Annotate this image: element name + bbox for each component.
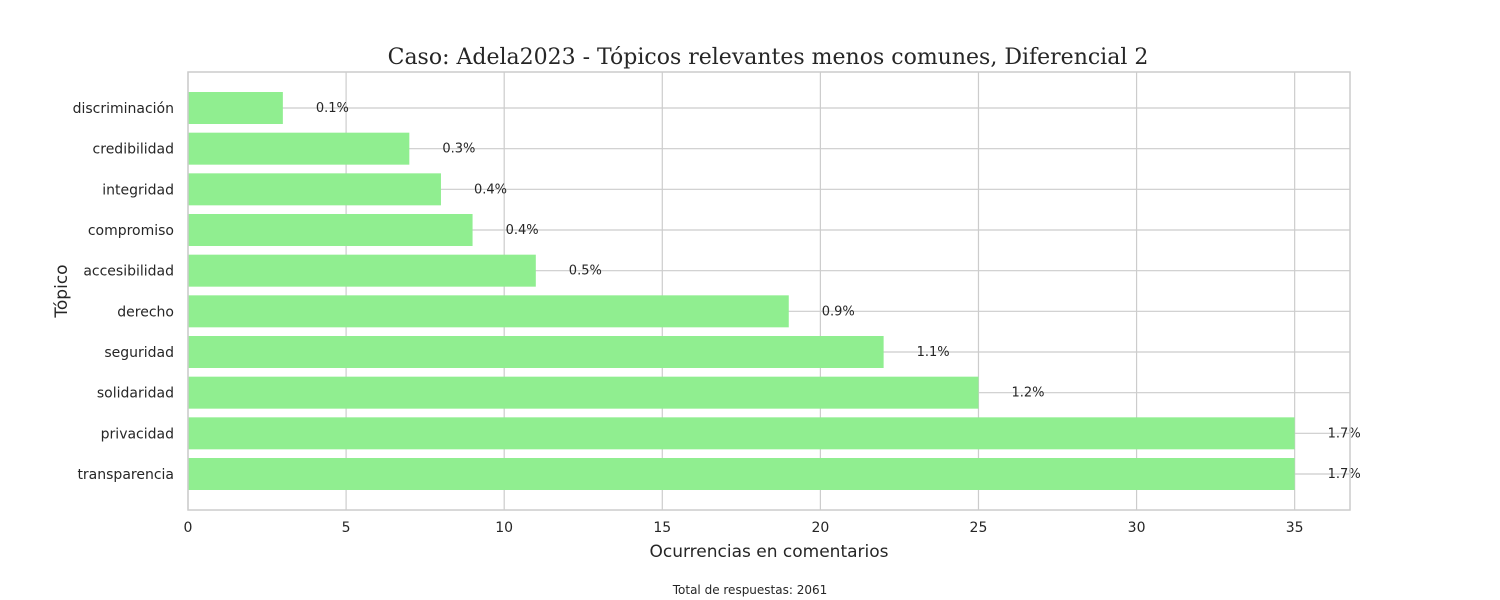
data-label: 0.5% xyxy=(569,264,602,279)
data-label: 1.1% xyxy=(917,345,950,360)
data-label: 1.7% xyxy=(1328,467,1361,482)
y-tick-labels: discriminación credibilidad integridad comp… xyxy=(73,101,174,483)
x-axis-label: Ocurrencias en comentarios xyxy=(649,542,888,562)
y-tick-label: compromiso xyxy=(88,223,174,239)
bar-solidaridad xyxy=(188,376,979,409)
bars xyxy=(188,92,1295,490)
x-tick-label: 15 xyxy=(653,520,671,536)
bar-discriminación xyxy=(188,92,283,124)
y-tick-label: transparencia xyxy=(77,467,174,483)
x-tick-label: 25 xyxy=(970,520,988,536)
y-tick-label: solidaridad xyxy=(97,386,174,402)
bar-derecho xyxy=(188,295,789,328)
bar-accesibilidad xyxy=(188,254,536,287)
y-tick-label: integridad xyxy=(102,182,174,198)
y-tick-label: discriminación xyxy=(73,101,174,117)
data-label: 0.3% xyxy=(442,142,475,157)
y-tick-label: derecho xyxy=(117,304,174,320)
x-tick-label: 10 xyxy=(495,520,513,536)
data-label: 0.1% xyxy=(316,101,349,116)
data-label: 0.4% xyxy=(474,182,507,197)
y-axis-label: Tópico xyxy=(52,264,72,318)
x-tick-label: 20 xyxy=(811,520,829,536)
plot-frame xyxy=(187,71,1351,511)
data-label: 0.4% xyxy=(506,223,539,238)
footer-total-responses: Total de respuestas: 2061 xyxy=(672,583,828,597)
y-tick-label: accesibilidad xyxy=(83,264,174,280)
data-labels: 0.1% 0.3% 0.4% 0.4% 0.5% 0.9% 1.1% 1.2% 1.7% 1.7% xyxy=(316,101,1361,482)
data-label: 1.7% xyxy=(1328,426,1361,441)
bar-compromiso xyxy=(188,214,473,246)
x-tick-label: 35 xyxy=(1286,520,1304,536)
y-tick-label: credibilidad xyxy=(93,142,174,158)
bar-seguridad xyxy=(188,336,884,368)
x-tick-label: 5 xyxy=(342,520,351,536)
y-tick-label: seguridad xyxy=(104,345,174,361)
bar-transparencia xyxy=(188,458,1295,490)
bar-integridad xyxy=(188,173,441,206)
y-tick-label: privacidad xyxy=(101,426,174,442)
x-tick-label: 30 xyxy=(1128,520,1146,536)
chart-title: Caso: Adela2023 - Tópicos relevantes men… xyxy=(388,45,1149,70)
x-tick-labels: 0 5 10 15 20 25 30 35 xyxy=(184,520,1304,536)
bar-credibilidad xyxy=(188,132,410,165)
bar-privacidad xyxy=(188,417,1295,450)
data-label: 0.9% xyxy=(822,304,855,319)
x-tick-label: 0 xyxy=(184,520,193,536)
data-label: 1.2% xyxy=(1011,386,1044,401)
